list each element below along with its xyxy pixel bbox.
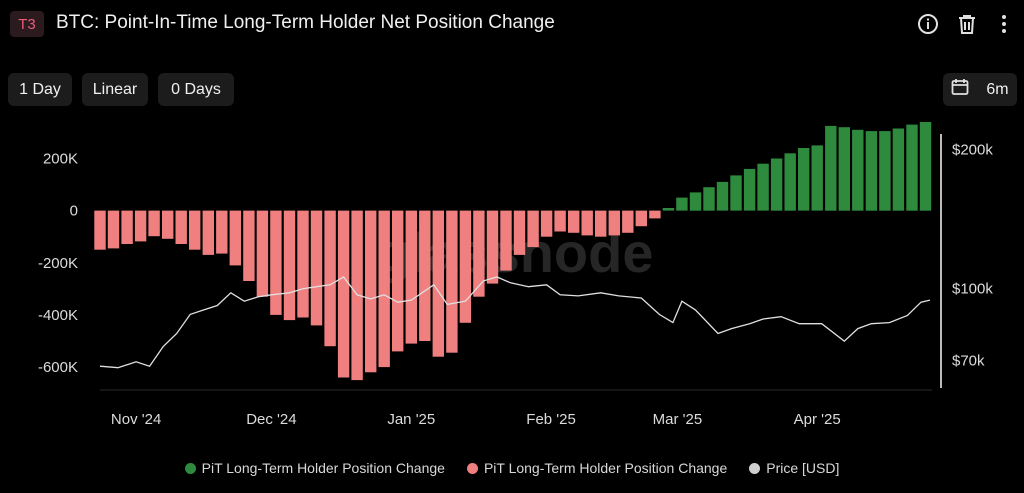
- bar: [649, 210, 661, 219]
- bar: [459, 210, 472, 323]
- bar: [743, 168, 756, 211]
- y-tick-label: 200K: [43, 151, 78, 168]
- bar: [568, 210, 580, 233]
- bar: [608, 210, 620, 236]
- bar: [784, 153, 796, 211]
- bar: [906, 124, 918, 211]
- bar: [540, 210, 553, 237]
- legend-dot-price: [749, 462, 761, 474]
- legend-label-price: Price [USD]: [766, 460, 840, 476]
- bar: [419, 210, 431, 341]
- bar: [622, 210, 634, 233]
- range-label: 6m: [986, 80, 1009, 98]
- legend-item-price[interactable]: Price [USD]: [749, 460, 839, 476]
- bar: [581, 210, 593, 236]
- bar: [703, 187, 715, 211]
- bar: [879, 131, 891, 211]
- bar: [730, 175, 742, 211]
- bar: [892, 128, 905, 211]
- x-tick-label: Feb '25: [526, 411, 576, 428]
- bar: [229, 210, 241, 266]
- info-icon[interactable]: [916, 12, 940, 36]
- x-tick-label: Dec '24: [246, 411, 296, 428]
- bar: [283, 210, 296, 321]
- y-tick-label: -600K: [38, 359, 78, 376]
- x-tick-label: Nov '24: [111, 411, 161, 428]
- bar: [865, 131, 878, 211]
- bar: [94, 210, 106, 250]
- bar: [825, 125, 837, 211]
- legend-item-negative[interactable]: PiT Long-Term Holder Position Change: [466, 460, 728, 476]
- bar: [554, 210, 566, 232]
- bar: [162, 210, 174, 239]
- legend: PiT Long-Term Holder Position Change PiT…: [0, 460, 1024, 476]
- legend-label-negative: PiT Long-Term Holder Position Change: [483, 460, 728, 476]
- bar: [852, 129, 864, 211]
- bar: [486, 210, 499, 284]
- bar: [757, 163, 769, 211]
- bar: [405, 210, 417, 344]
- chart-title: BTC: Point-In-Time Long-Term Holder Net …: [56, 12, 555, 33]
- bar: [595, 210, 607, 237]
- bar: [770, 158, 783, 211]
- bar: [216, 210, 228, 254]
- bar: [798, 148, 810, 211]
- bar: [202, 210, 214, 255]
- bar: [378, 210, 390, 368]
- y-tick-label: -400K: [38, 307, 78, 324]
- bar: [189, 210, 201, 250]
- bar: [446, 210, 458, 353]
- legend-dot-negative: [466, 462, 478, 474]
- moving-average-button[interactable]: 0 Days: [158, 73, 234, 106]
- bar: [676, 197, 688, 211]
- bar: [392, 210, 404, 352]
- bar: [716, 181, 729, 211]
- bar: [121, 210, 133, 244]
- bar: [500, 210, 512, 271]
- trash-icon[interactable]: [955, 12, 979, 36]
- y-tick-label: -200K: [38, 255, 78, 272]
- calendar-icon: [951, 78, 969, 101]
- bar: [473, 210, 485, 297]
- bar: [919, 122, 932, 211]
- bar: [513, 210, 526, 255]
- bar: [838, 127, 850, 211]
- x-tick-label: Jan '25: [387, 411, 435, 428]
- bar: [107, 210, 120, 249]
- right-tick-label: $200k: [952, 142, 993, 159]
- resolution-button[interactable]: 1 Day: [8, 73, 72, 106]
- bar: [432, 210, 444, 357]
- bar: [662, 208, 675, 211]
- bar: [175, 210, 187, 244]
- x-tick-label: Apr '25: [794, 411, 841, 428]
- right-tick-label: $70k: [952, 352, 985, 369]
- range-button[interactable]: 6m: [943, 73, 1017, 106]
- x-tick-label: Mar '25: [653, 411, 703, 428]
- bar: [243, 210, 255, 281]
- bar: [297, 210, 309, 318]
- bar: [365, 210, 377, 373]
- bar: [811, 145, 823, 211]
- chart-badge: T3: [10, 11, 44, 37]
- bar: [134, 210, 147, 242]
- bar: [635, 210, 647, 227]
- bar: [310, 210, 323, 326]
- scale-button[interactable]: Linear: [82, 73, 148, 106]
- bar: [337, 210, 350, 378]
- more-icon[interactable]: [992, 12, 1016, 36]
- legend-label-positive: PiT Long-Term Holder Position Change: [201, 460, 445, 476]
- right-tick-label: $100k: [952, 281, 993, 298]
- bar: [689, 192, 702, 211]
- price-line: [99, 276, 931, 369]
- bar: [148, 210, 160, 237]
- bar: [256, 210, 269, 297]
- bar: [527, 210, 539, 248]
- y-tick-label: 0: [70, 203, 78, 220]
- bar: [270, 210, 282, 315]
- legend-dot-positive: [184, 462, 196, 474]
- bar: [324, 210, 336, 347]
- legend-item-positive[interactable]: PiT Long-Term Holder Position Change: [184, 460, 445, 476]
